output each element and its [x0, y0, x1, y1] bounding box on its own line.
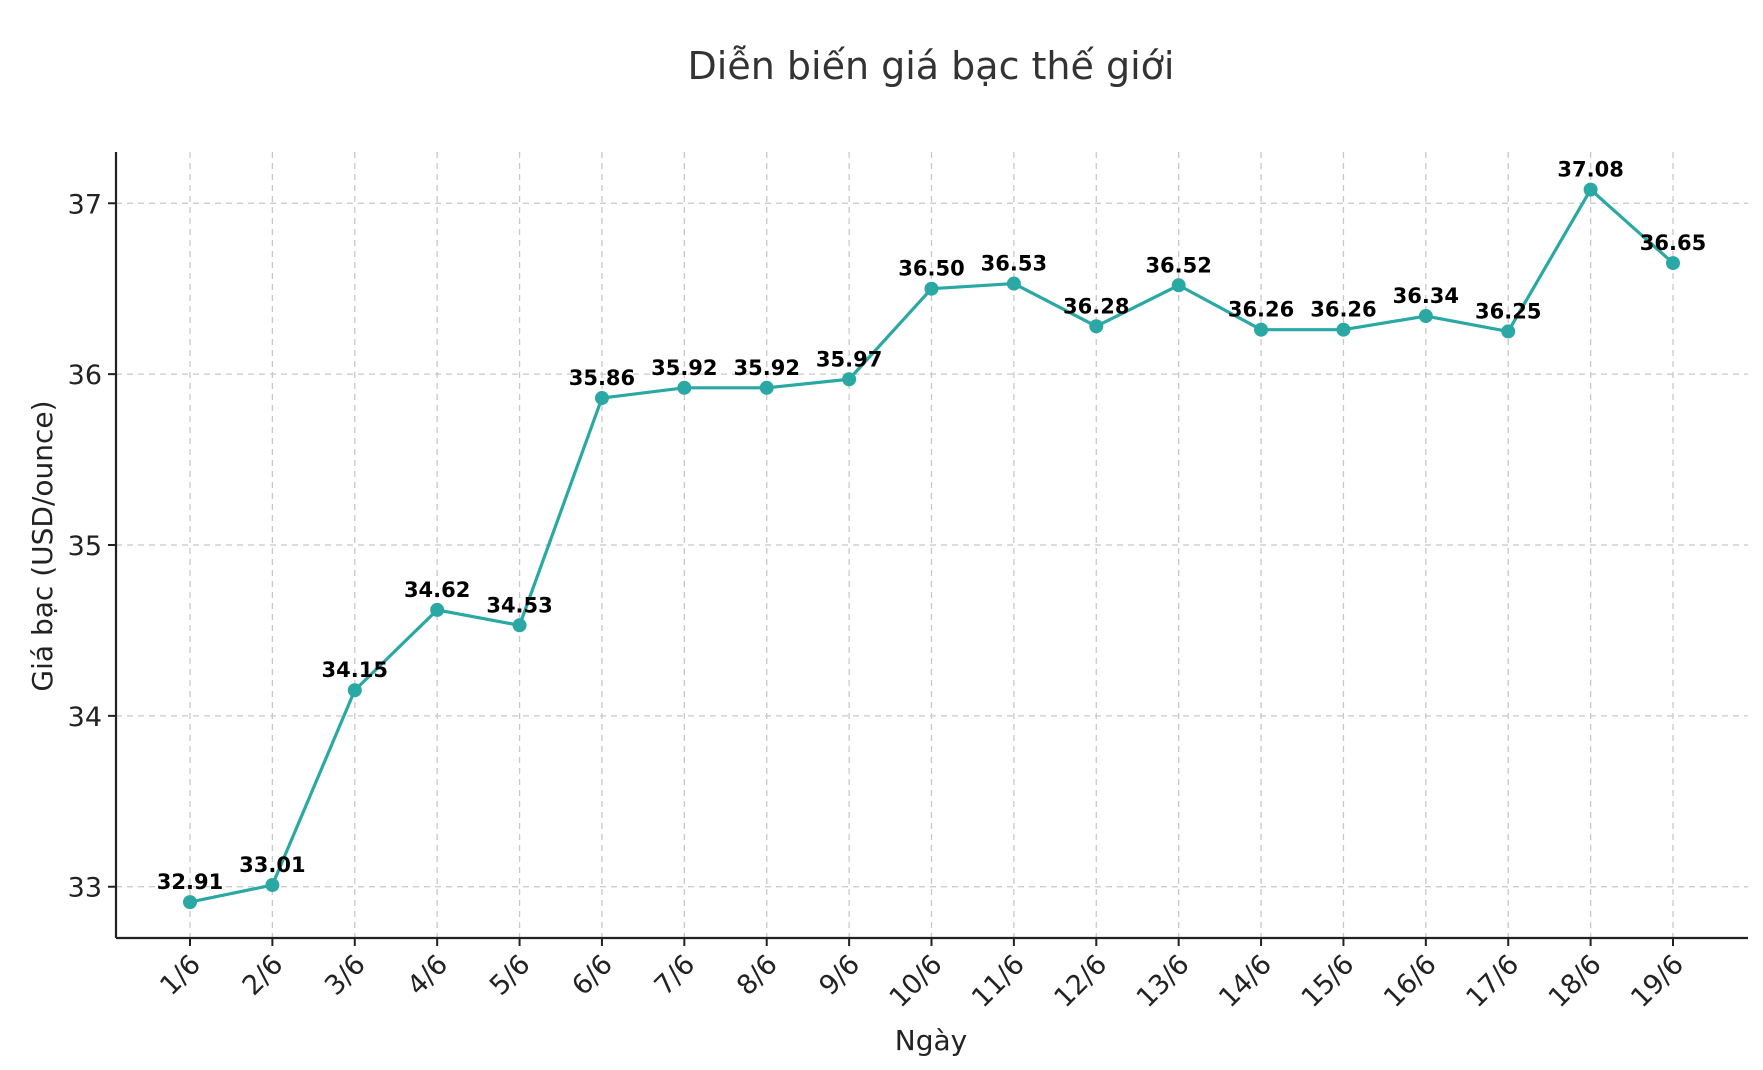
data-point [430, 602, 445, 617]
x-tick-label: 10/6 [884, 949, 949, 1014]
data-point [1089, 319, 1104, 334]
y-tick-label: 36 [68, 360, 102, 391]
data-label: 36.28 [1063, 294, 1129, 318]
data-label: 34.53 [486, 593, 552, 617]
data-label: 34.62 [404, 578, 470, 602]
data-label: 33.01 [239, 853, 305, 877]
data-point [759, 380, 774, 395]
x-tick-label: 19/6 [1625, 949, 1690, 1014]
data-point [1583, 182, 1598, 197]
grid [116, 152, 1748, 938]
data-point [1501, 324, 1516, 339]
data-label: 36.65 [1640, 231, 1706, 255]
y-tick-label: 34 [68, 702, 102, 733]
data-label: 36.26 [1228, 298, 1294, 322]
x-tick-label: 18/6 [1543, 949, 1608, 1014]
data-point [1666, 256, 1680, 271]
x-tick-label: 9/6 [813, 949, 866, 1002]
x-tick-label: 7/6 [649, 949, 702, 1002]
data-point [1006, 276, 1021, 291]
x-tick-label: 2/6 [237, 949, 290, 1002]
x-tick-label: 14/6 [1213, 949, 1278, 1014]
data-label: 37.08 [1557, 158, 1623, 182]
y-tick-label: 35 [68, 531, 102, 562]
data-point [512, 618, 527, 633]
x-tick-label: 13/6 [1131, 949, 1196, 1014]
x-tick-label: 15/6 [1296, 949, 1361, 1014]
data-label: 36.26 [1310, 298, 1376, 322]
data-label: 36.52 [1145, 253, 1211, 277]
data-point [1336, 322, 1351, 337]
data-point [183, 895, 197, 910]
data-point [265, 878, 280, 893]
data-point [594, 391, 609, 406]
x-tick-label: 16/6 [1378, 949, 1443, 1014]
data-point [677, 380, 692, 395]
x-tick-label: 8/6 [731, 949, 784, 1002]
data-point [1171, 278, 1186, 293]
data-label: 35.86 [569, 366, 635, 390]
x-tick-label: 1/6 [154, 949, 207, 1002]
data-point [347, 683, 362, 698]
x-tick-label: 6/6 [566, 949, 619, 1002]
data-label: 34.15 [322, 658, 388, 682]
data-label: 36.25 [1475, 299, 1541, 323]
data-label: 36.50 [898, 257, 964, 281]
data-point [1254, 322, 1269, 337]
x-tick-label: 3/6 [319, 949, 372, 1002]
x-axis-title: Ngày [895, 1024, 967, 1057]
data-label: 36.53 [981, 252, 1047, 276]
data-labels: 32.91 33.01 34.15 34.62 34.53 35.86 35.92 35.92… [157, 158, 1706, 895]
data-label: 32.91 [157, 870, 223, 894]
y-axis-title: Giá bạc (USD/ounce) [26, 400, 59, 691]
data-point [842, 372, 857, 387]
data-label: 35.92 [651, 356, 717, 380]
data-label: 36.34 [1393, 284, 1459, 308]
data-point [924, 281, 939, 296]
data-point [1418, 309, 1433, 324]
ticks: 33 34 35 36 37 1/6 2/6 3/6 4/6 5/6 6/6 7/6 8/6 9/6 10/… [68, 189, 1690, 1014]
series [183, 182, 1680, 910]
x-tick-label: 4/6 [401, 949, 454, 1002]
x-tick-label: 11/6 [966, 949, 1031, 1014]
data-label: 35.92 [734, 356, 800, 380]
x-tick-label: 17/6 [1460, 949, 1525, 1014]
y-tick-label: 33 [68, 873, 102, 904]
x-tick-label: 12/6 [1048, 949, 1113, 1014]
data-label: 35.97 [816, 347, 882, 371]
y-tick-label: 37 [68, 189, 102, 220]
x-tick-label: 5/6 [484, 949, 537, 1002]
chart-title: Diễn biến giá bạc thế giới [688, 44, 1175, 88]
